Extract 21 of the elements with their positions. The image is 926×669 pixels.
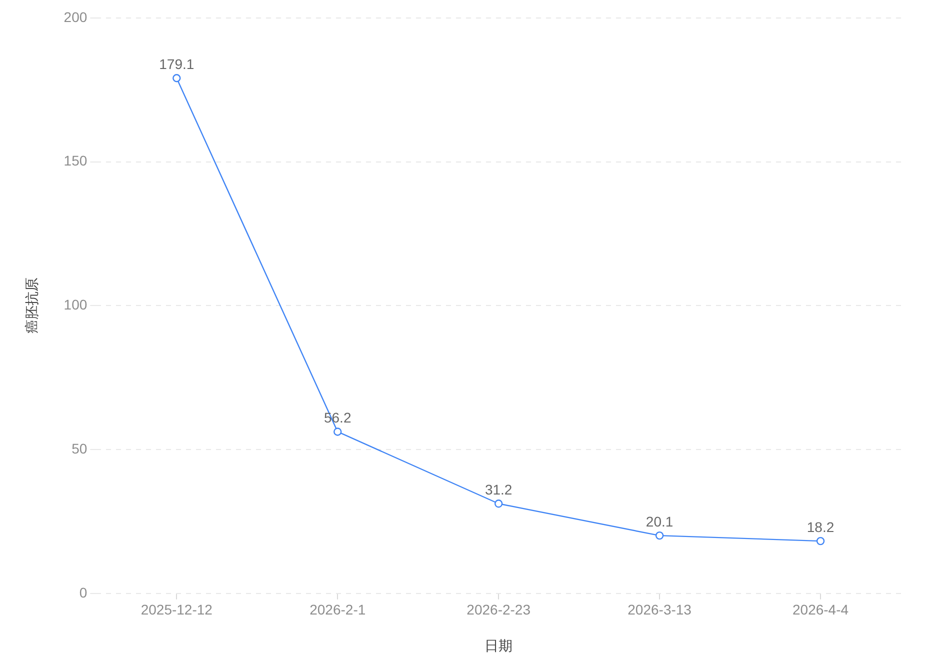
- data-label: 18.2: [806, 518, 834, 535]
- y-tick-label: 100: [64, 296, 88, 313]
- y-axis-title: 癌胚抗原: [23, 278, 40, 334]
- point: [816, 536, 825, 546]
- x-axis-title: 日期: [484, 637, 513, 654]
- y-tick-label: 150: [64, 152, 88, 169]
- x-tick-label: 2026-2-1: [310, 602, 366, 618]
- data-label: 31.2: [484, 481, 512, 498]
- point: [172, 74, 181, 82]
- y-tick-label: 0: [79, 584, 88, 600]
- x-tick-label: 2026-3-13: [628, 602, 692, 618]
- data-label: 179.1: [159, 56, 194, 72]
- x-tick-label: 2026-4-4: [792, 602, 849, 618]
- data-label: 20.1: [646, 513, 674, 530]
- point: [494, 500, 503, 508]
- y-tick-label: 50: [72, 440, 88, 456]
- point: [655, 531, 664, 540]
- x-tick-label: 2025-12-12: [140, 602, 213, 618]
- x-tick-label: 2026-2-23: [466, 602, 531, 618]
- y-tick-label: 200: [64, 8, 88, 25]
- point: [334, 428, 342, 436]
